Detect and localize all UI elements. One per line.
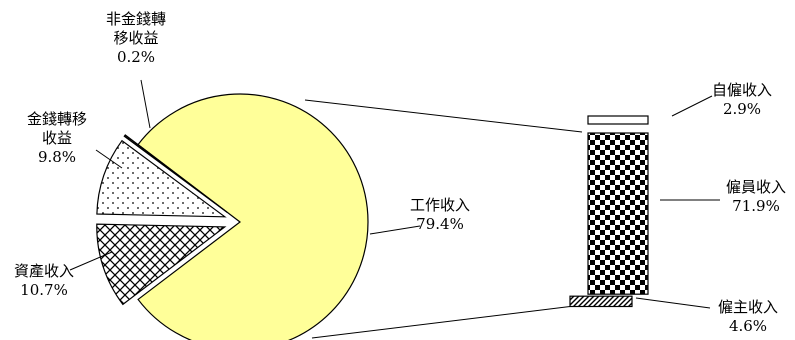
leader-非金錢轉移收益 — [140, 79, 151, 129]
leader-工作收入 — [369, 225, 421, 235]
bar-segment-自僱收入 — [587, 115, 649, 125]
pie-label-資產收入: 資產收入 10.7% — [14, 262, 74, 299]
bar-label-自僱收入: 自僱收入 2.9% — [712, 81, 772, 118]
pie-slice-金錢轉移收益 — [96, 139, 227, 218]
leader-資產收入 — [69, 251, 113, 271]
pie-label-工作收入: 工作收入 79.4% — [410, 196, 470, 233]
leader-lines — [69, 79, 720, 339]
pie-label-非金錢轉移收益: 非金錢轉移收益 0.2% — [106, 10, 166, 66]
bar-label-僱主收入: 僱主收入 4.6% — [718, 298, 778, 335]
breakdown-bar — [569, 115, 649, 308]
pie-label-金錢轉移收益: 金錢轉移收益 9.8% — [27, 110, 87, 166]
pie-slice-工作收入 — [137, 93, 369, 340]
connector-line-bottom — [311, 306, 571, 339]
data-labels: 工作收入 79.4% 資產收入 10.7% 金錢轉移收益 9.8% 非金錢轉移收益 0.2% 自… — [14, 10, 786, 335]
leader-金錢轉移收益 — [95, 149, 123, 169]
leader-僱主收入 — [635, 297, 711, 309]
pie-slices — [96, 93, 369, 340]
pie-slice-非金錢轉移收益 — [123, 134, 228, 213]
pie-slice-資產收入 — [96, 223, 227, 306]
leader-自僱收入 — [671, 95, 713, 117]
bar-label-僱員收入: 僱員收入 71.9% — [726, 178, 786, 215]
bar-segment-僱主收入 — [569, 295, 633, 308]
connector-line-top — [304, 99, 583, 133]
bar-segment-僱員收入 — [587, 132, 649, 295]
